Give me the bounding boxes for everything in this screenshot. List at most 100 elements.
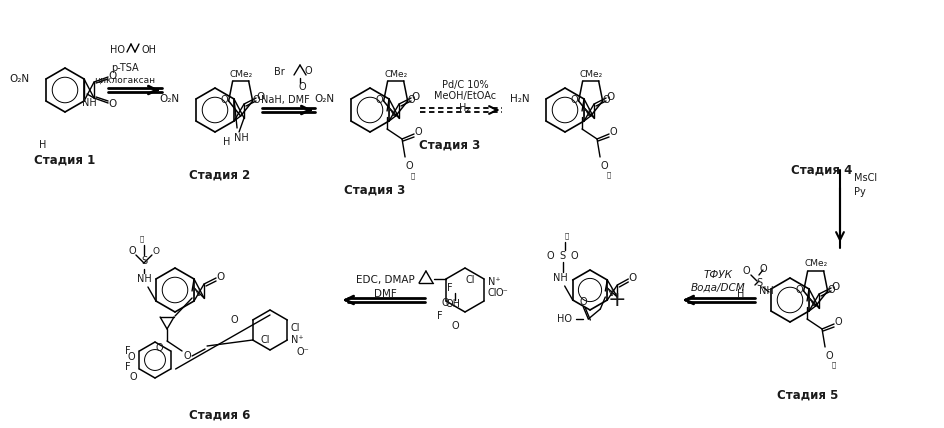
Text: O: O	[155, 343, 163, 353]
Text: N: N	[606, 288, 615, 298]
Text: O: O	[127, 352, 135, 362]
Text: O: O	[828, 285, 835, 295]
Text: O: O	[831, 282, 839, 292]
Text: O⁻: O⁻	[496, 288, 509, 298]
Text: NH: NH	[759, 286, 773, 296]
Text: NH: NH	[82, 98, 96, 108]
Text: Cl: Cl	[465, 275, 475, 285]
Text: Стадия 5: Стадия 5	[777, 389, 838, 401]
Text: Стадия 6: Стадия 6	[190, 408, 251, 422]
Text: NH: NH	[234, 133, 248, 143]
Text: N⁺: N⁺	[488, 277, 500, 287]
Text: O: O	[128, 246, 136, 256]
Text: H: H	[40, 140, 46, 150]
Text: O: O	[221, 95, 228, 105]
Text: O: O	[759, 264, 767, 274]
Text: S: S	[141, 256, 147, 266]
Text: Cl: Cl	[487, 288, 497, 298]
Text: O: O	[742, 266, 750, 276]
Text: O: O	[108, 99, 116, 109]
Text: O⁻: O⁻	[297, 347, 310, 357]
Text: N: N	[194, 288, 201, 298]
Text: O: O	[414, 127, 422, 137]
Text: H₂N: H₂N	[511, 94, 530, 104]
Text: ⌒: ⌒	[565, 233, 569, 239]
Text: CMe₂: CMe₂	[804, 259, 827, 268]
Text: Вода/DCM: Вода/DCM	[691, 283, 746, 293]
Text: Стадия 2: Стадия 2	[190, 169, 250, 181]
Text: Cl: Cl	[261, 335, 270, 345]
Text: O₂N: O₂N	[160, 94, 180, 104]
Text: MeOH/EtOAc: MeOH/EtOAc	[434, 91, 496, 101]
Text: O: O	[609, 127, 616, 137]
Text: DMF: DMF	[374, 289, 396, 299]
Text: O₂N: O₂N	[9, 74, 30, 84]
Text: O: O	[216, 272, 224, 282]
Text: O₂N: O₂N	[314, 94, 335, 104]
Text: CMe₂: CMe₂	[384, 69, 407, 78]
Text: Стадия 3: Стадия 3	[419, 139, 480, 152]
Text: O: O	[796, 285, 803, 295]
Text: N: N	[583, 108, 591, 118]
Text: O: O	[298, 82, 306, 92]
Text: Стадия 4: Стадия 4	[791, 163, 852, 176]
Text: O: O	[606, 92, 615, 102]
Text: N: N	[388, 108, 396, 118]
Text: Br: Br	[275, 67, 285, 77]
Text: O: O	[405, 161, 413, 171]
Text: O: O	[628, 273, 636, 283]
Text: NH: NH	[553, 273, 568, 283]
Text: CMe₂: CMe₂	[579, 69, 602, 78]
Text: O: O	[304, 66, 312, 76]
Text: O: O	[152, 247, 160, 256]
Text: H₂: H₂	[460, 103, 471, 113]
Text: N: N	[808, 298, 816, 308]
Text: ⌒: ⌒	[140, 236, 144, 242]
Text: S: S	[756, 278, 762, 288]
Text: CMe₂: CMe₂	[229, 69, 252, 78]
Text: O: O	[571, 95, 579, 105]
Text: F: F	[447, 283, 453, 293]
Text: H: H	[224, 137, 230, 147]
Text: H: H	[737, 289, 745, 299]
Text: ⌒: ⌒	[832, 362, 836, 369]
Text: O: O	[408, 95, 415, 105]
Text: O: O	[411, 92, 419, 102]
Text: O: O	[256, 92, 264, 102]
Text: O: O	[825, 351, 833, 361]
Text: O: O	[834, 317, 842, 327]
Text: O: O	[580, 297, 587, 307]
Text: O: O	[376, 95, 383, 105]
Text: F: F	[437, 311, 443, 321]
Text: O: O	[183, 351, 191, 361]
Text: O: O	[253, 95, 261, 105]
Text: Стадия 3: Стадия 3	[345, 184, 406, 196]
Text: OH: OH	[141, 45, 156, 55]
Text: N⁺: N⁺	[291, 335, 304, 345]
Text: F: F	[125, 362, 130, 372]
Text: EDC, DMAP: EDC, DMAP	[356, 275, 414, 285]
Text: NH: NH	[137, 274, 151, 284]
Text: ⌒: ⌒	[411, 172, 415, 179]
Text: ТФУК: ТФУК	[703, 270, 733, 280]
Text: O: O	[451, 321, 459, 331]
Text: O: O	[603, 95, 611, 105]
Text: Cl: Cl	[291, 323, 300, 333]
Text: O: O	[600, 161, 608, 171]
Text: ⌒: ⌒	[607, 172, 611, 178]
Text: O: O	[231, 315, 239, 325]
Text: HO: HO	[557, 314, 572, 324]
Text: O: O	[441, 298, 448, 308]
Text: F: F	[125, 346, 130, 356]
Text: O: O	[571, 251, 579, 261]
Text: OH: OH	[446, 299, 461, 309]
Text: Py: Py	[854, 187, 866, 197]
Text: +: +	[608, 290, 626, 310]
Text: Стадия 1: Стадия 1	[34, 154, 95, 166]
Text: O: O	[547, 251, 554, 261]
Text: p-TSA: p-TSA	[111, 63, 139, 73]
Text: O: O	[108, 71, 116, 81]
Text: S: S	[560, 251, 565, 261]
Text: MsCl: MsCl	[854, 173, 877, 183]
Text: HO: HO	[110, 45, 125, 55]
